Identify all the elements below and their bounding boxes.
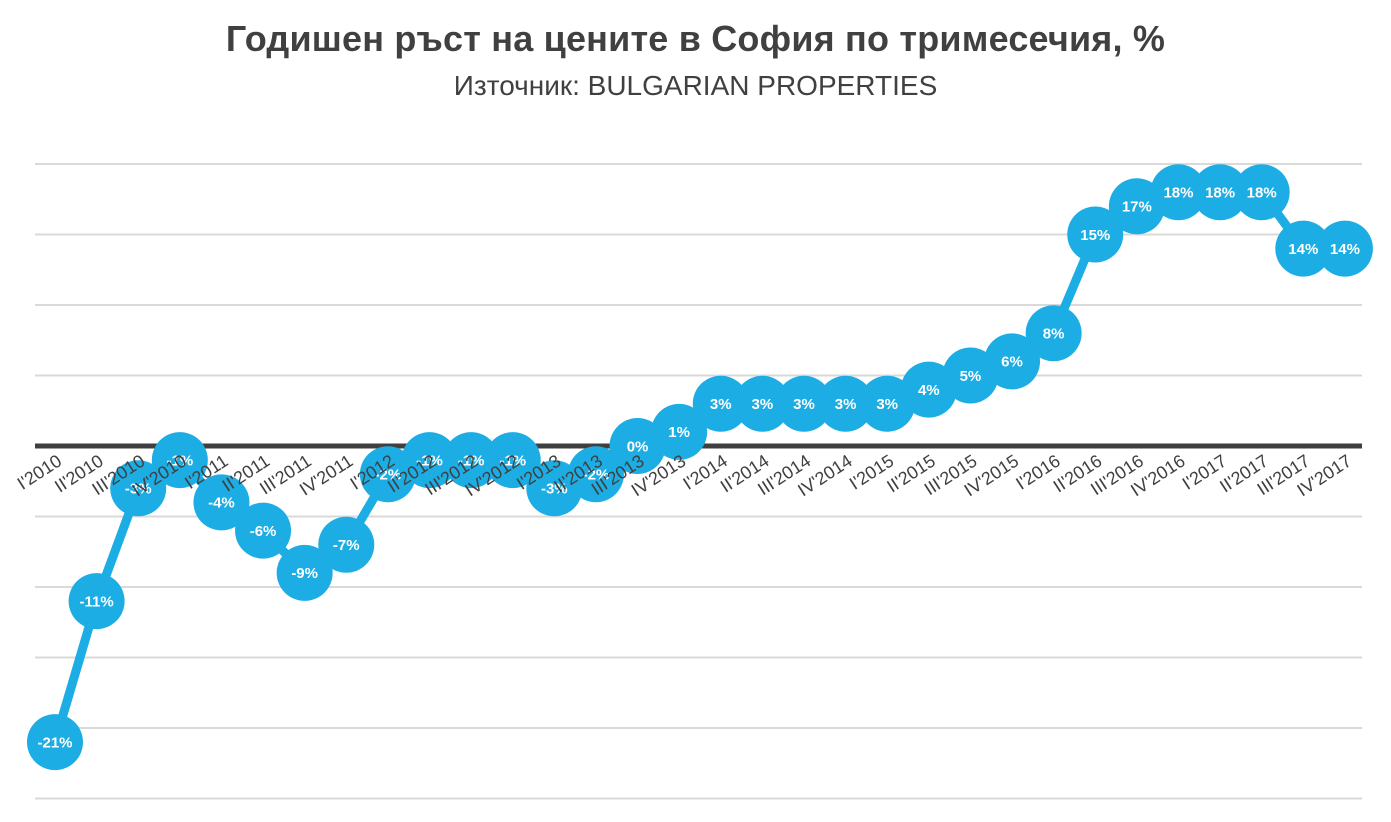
data-point-marker [193,474,250,531]
data-point-label: 1% [668,424,690,441]
data-point-marker [151,432,208,489]
data-point-marker [1150,164,1207,221]
data-point-marker [1025,305,1082,362]
data-point-label: -7% [333,537,360,554]
data-point-label: 3% [876,396,898,413]
data-point-marker [984,333,1041,390]
data-point-label: 3% [835,396,857,413]
data-point-label: 3% [752,396,774,413]
data-point-label: -1% [499,452,526,469]
data-point-marker [1067,206,1124,263]
data-point-label: -1% [416,452,443,469]
data-point-marker [276,544,333,601]
data-point-label: 3% [710,396,732,413]
data-point-marker [775,375,832,432]
chart-header: Годишен ръст на цените в София по тримес… [0,0,1391,102]
data-point-label: 18% [1247,184,1277,201]
data-point-label: -2% [583,466,610,483]
data-point-label: 15% [1080,227,1110,244]
data-point-label: 6% [1001,354,1023,371]
data-point-marker [1275,220,1332,277]
data-point-label: -1% [458,452,485,469]
data-point-marker [110,460,167,517]
data-point-label: 4% [918,382,940,399]
data-point-label: -2% [375,466,402,483]
data-point-marker [318,516,375,573]
data-point-marker [443,432,500,489]
data-point-label: 14% [1288,241,1318,258]
data-point-label: -3% [541,481,568,498]
data-point-label: 0% [627,438,649,455]
data-point-marker [1233,164,1290,221]
data-point-marker [651,403,708,460]
data-point-label: 3% [793,396,815,413]
data-point-marker [484,432,541,489]
data-point-label: 8% [1043,325,1065,342]
data-point-marker [692,375,749,432]
data-point-marker [68,573,125,630]
chart-title: Годишен ръст на цените в София по тримес… [225,18,1166,59]
data-point-label: -11% [80,593,114,610]
data-point-marker [1192,164,1249,221]
data-point-label: -3% [125,481,152,498]
data-point-marker [401,432,458,489]
data-point-label: 5% [960,368,982,385]
data-point-label: 18% [1163,184,1193,201]
data-point-marker [235,502,292,559]
data-point-marker [27,714,83,771]
data-point-label: 14% [1330,241,1360,258]
data-point-marker [1316,220,1373,277]
chart-subtitle: Източник: BULGARIAN PROPERTIES [453,70,938,101]
data-point-label: -21% [37,734,72,751]
data-point-label: -9% [291,565,318,582]
data-point-marker [817,375,874,432]
data-point-label: -6% [250,523,277,540]
data-point-marker [567,446,624,503]
data-point-label: 17% [1122,199,1152,216]
data-point-label: 18% [1205,184,1235,201]
data-point-marker [734,375,791,432]
data-point-label: -4% [208,495,235,512]
data-point-label: -1% [166,452,193,469]
